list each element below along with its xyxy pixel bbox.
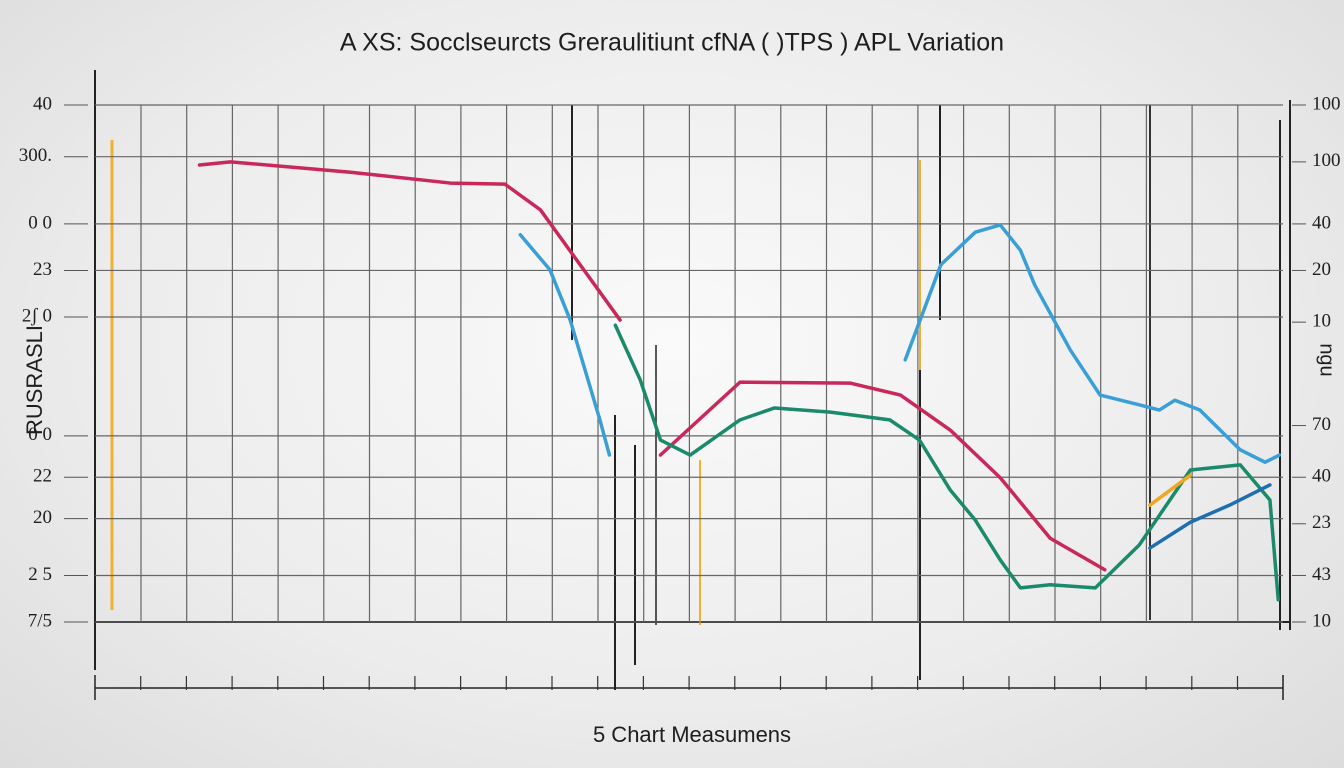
- y2-tick-label: 10: [1312, 610, 1331, 631]
- y-tick-label: 20: [33, 507, 52, 528]
- series-line: [518, 233, 612, 457]
- plot-area: [197, 160, 1282, 602]
- y-tick-label: 23: [33, 259, 52, 280]
- grid: [64, 104, 1306, 690]
- chart-title: A XS: Socclseurcts Greraulitiunt cfNA ( …: [340, 29, 1004, 57]
- y2-tick-label: 23: [1312, 512, 1331, 533]
- series-line: [197, 160, 622, 322]
- y2-tick-label: 100: [1312, 93, 1341, 114]
- y2-tick-label: 70: [1312, 414, 1331, 435]
- series-line: [658, 380, 1107, 572]
- y-tick-label: 0 0: [28, 424, 52, 445]
- y2-tick-label: 43: [1312, 564, 1331, 585]
- orange-spike: [110, 140, 921, 625]
- y2-tick-label: 40: [1312, 212, 1331, 233]
- y2-tick-label: 10: [1312, 310, 1331, 331]
- x-axis-label: 5 Chart Measumens: [593, 722, 791, 747]
- y-tick-label: 22: [33, 466, 52, 487]
- y-tick-label: 2 5: [28, 564, 52, 585]
- series-line: [1148, 473, 1193, 507]
- y2-tick-label: 40: [1312, 466, 1331, 487]
- series-line: [1148, 483, 1272, 550]
- y-tick-label: 0 0: [28, 212, 52, 233]
- y2-tick-label: 100: [1312, 150, 1341, 171]
- series-line: [613, 323, 1280, 602]
- y-tick-label: 2ʃ 0: [22, 305, 52, 326]
- y2-tick-label: 20: [1312, 259, 1331, 280]
- y-tick-label: 40: [33, 93, 52, 114]
- y-axis-label: RUSRASLI: [22, 325, 47, 435]
- y-tick-label: 300.: [19, 145, 52, 166]
- series-line: [903, 223, 1282, 464]
- y-tick-label: 7/5: [28, 610, 52, 631]
- y2-axis-label: ngu: [1316, 343, 1338, 376]
